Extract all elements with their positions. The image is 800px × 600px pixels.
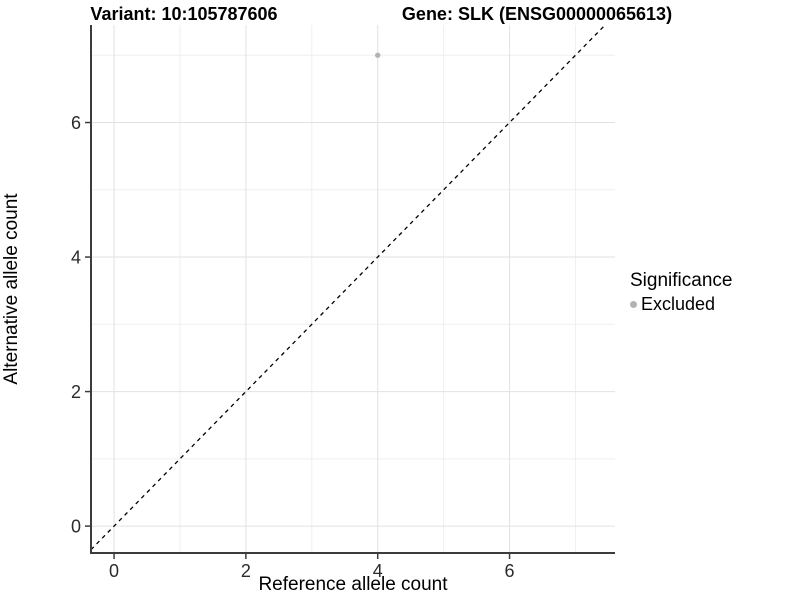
legend-title: Significance: [630, 270, 733, 291]
legend-entry: Excluded: [630, 294, 732, 315]
identity-line: [91, 25, 606, 551]
plot-title-variant: Variant: 10:105787606: [90, 4, 278, 24]
y-tick-label: 2: [71, 382, 81, 402]
legend: Significance Excluded: [630, 270, 732, 315]
x-tick-label: 4: [373, 561, 383, 581]
x-tick-label: 0: [109, 561, 119, 581]
y-axis-title: Alternative allele count: [1, 193, 22, 385]
plot-title-gene: Gene: SLK (ENSG00000065613): [401, 4, 673, 24]
legend-entry-label: Excluded: [641, 294, 716, 314]
y-tick-label: 6: [71, 113, 81, 133]
x-tick-label: 6: [505, 561, 515, 581]
x-tick-label: 2: [241, 561, 251, 581]
x-axis-title: Reference allele count: [258, 574, 448, 595]
legend-marker-circle-icon: [630, 301, 637, 308]
y-tick-label: 4: [71, 248, 81, 268]
y-tick-label: 0: [71, 517, 81, 537]
data-point: [375, 52, 381, 58]
